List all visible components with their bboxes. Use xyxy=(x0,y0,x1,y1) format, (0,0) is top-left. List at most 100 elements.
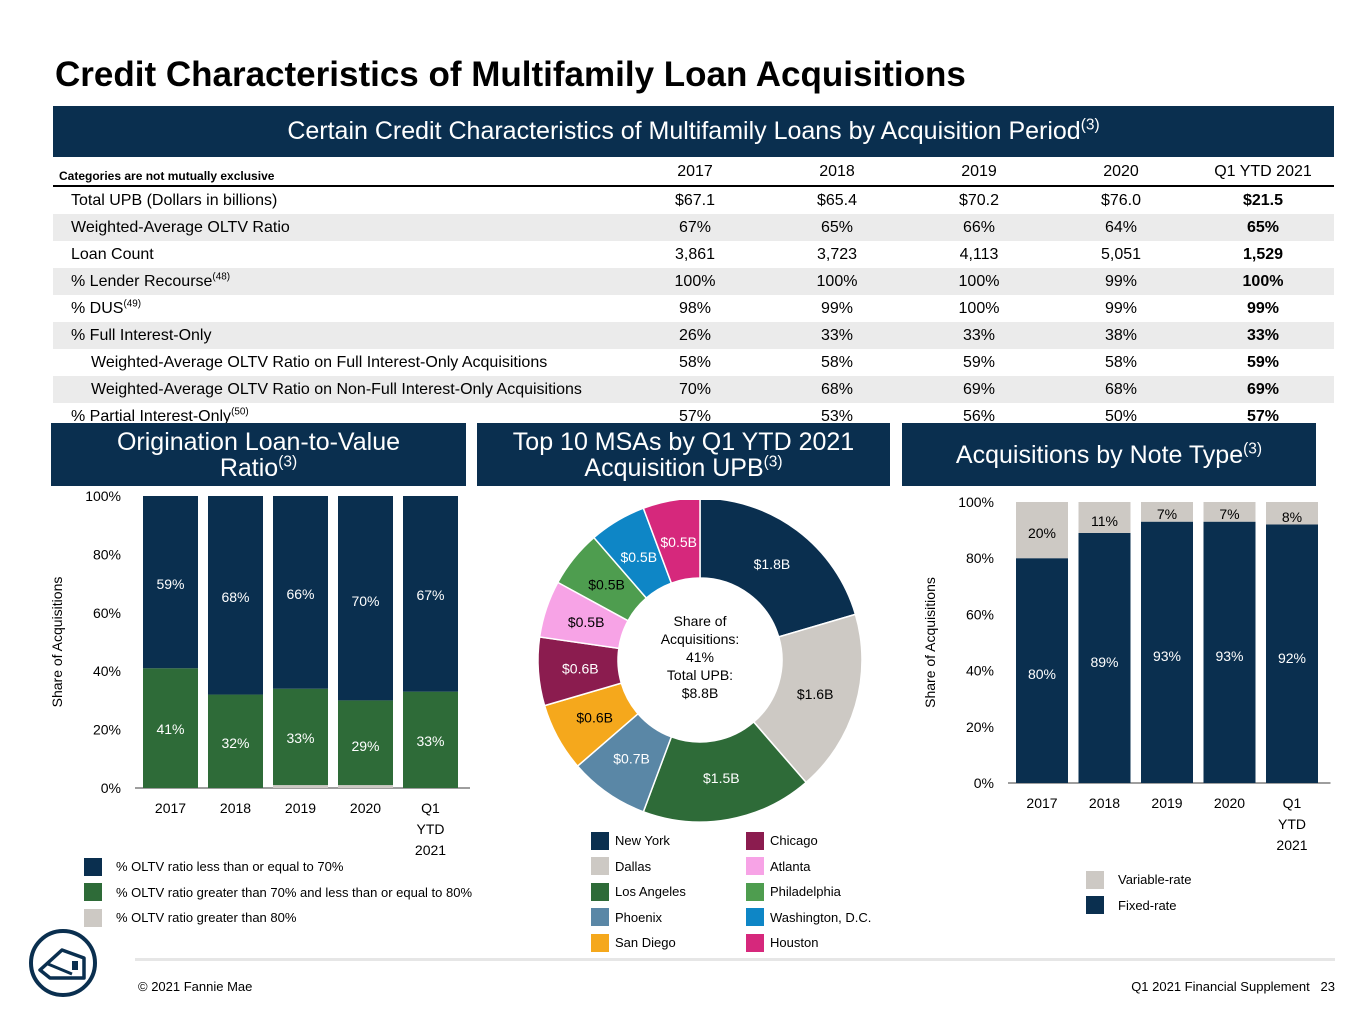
row-label-text: % Partial Interest-Only xyxy=(71,407,232,425)
table-cell: 98% xyxy=(678,299,712,317)
y-tick-label: 40% xyxy=(966,663,994,679)
legend-swatch xyxy=(591,908,609,927)
table-row: Total UPB (Dollars in billions) $67.1 $65.… xyxy=(53,186,1334,214)
msa-title-line1: Top 10 MSAs by Q1 YTD 2021 xyxy=(512,427,855,456)
bar-segment xyxy=(273,496,328,689)
legend-swatch xyxy=(746,933,764,952)
bar-segment xyxy=(1078,532,1131,783)
note-title-sup: (3) xyxy=(1243,440,1263,458)
row-label: Loan Count xyxy=(53,241,624,268)
table-cell: 59% xyxy=(1246,353,1280,371)
table-cell: 99% xyxy=(1246,299,1280,317)
legend-item: Dallas xyxy=(591,854,746,880)
data-label: 8% xyxy=(1282,509,1302,525)
legend-swatch xyxy=(591,831,609,850)
table-row: Loan Count 3,861 3,723 4,113 5,051 1,529 xyxy=(53,241,1334,268)
data-label: 92% xyxy=(1278,650,1306,666)
table-banner-sup: (3) xyxy=(1080,116,1100,134)
footer-divider xyxy=(135,958,1335,961)
table-cell: 100% xyxy=(908,268,1050,295)
table-cell: $70.2 xyxy=(958,191,1000,209)
data-label: 93% xyxy=(1153,648,1181,664)
data-label: 20% xyxy=(1028,525,1056,541)
row-label-text: Weighted-Average OLTV Ratio on Non-Full … xyxy=(91,380,582,398)
y-tick-label: 0% xyxy=(974,775,994,791)
column-header: 2018 xyxy=(766,159,908,187)
legend-label: Washington, D.C. xyxy=(770,909,872,925)
note-panel-title: Acquisitions by Note Type(3) xyxy=(902,423,1316,486)
msa-legend: New York Chicago Dallas Atlanta Los Angeles P… xyxy=(591,828,891,956)
row-label: Weighted-Average OLTV Ratio on Full Inte… xyxy=(53,349,624,376)
table-banner: Certain Credit Characteristics of Multif… xyxy=(53,106,1334,157)
x-tick-label: 2017 xyxy=(155,800,186,816)
donut-center-text: Share of xyxy=(674,613,727,629)
column-header: 2020 xyxy=(1050,159,1192,187)
table-cell: 33% xyxy=(1192,322,1334,349)
table-cell: 69% xyxy=(1192,376,1334,403)
data-label: 29% xyxy=(351,738,379,754)
msa-donut-chart: $1.8B$1.6B$1.5B$0.7B$0.6B$0.6B$0.5B$0.5B… xyxy=(537,500,863,823)
x-tick-label: Q1 xyxy=(1283,795,1302,811)
row-label-text: Loan Count xyxy=(71,245,154,263)
legend-label: Atlanta xyxy=(770,858,811,874)
bar-segment xyxy=(338,700,393,786)
table-row: Weighted-Average OLTV Ratio on Full Inte… xyxy=(53,349,1334,376)
table-cell: 100% xyxy=(1192,268,1334,295)
slice-label: $0.5B xyxy=(568,614,605,630)
bar-segment xyxy=(1016,558,1068,783)
bar-segment xyxy=(1141,521,1193,783)
slice-label: $1.5B xyxy=(703,770,740,786)
legend-label: Houston xyxy=(770,935,819,951)
bar-segment xyxy=(1203,502,1256,522)
legend-item: Chicago xyxy=(746,828,891,854)
table-cell: 65% xyxy=(766,214,908,241)
legend-label: Philadelphia xyxy=(770,884,841,900)
legend-swatch xyxy=(746,908,764,927)
legend-swatch xyxy=(746,857,764,876)
table-cell: 66% xyxy=(908,214,1050,241)
bar-segment xyxy=(1266,524,1318,783)
bar-segment xyxy=(1203,521,1256,783)
table-banner-text: Certain Credit Characteristics of Multif… xyxy=(287,117,1081,145)
legend-label: % OLTV ratio less than or equal to 70% xyxy=(116,859,344,875)
category-note: Categories are not mutually exclusive xyxy=(53,159,624,187)
table-cell: 68% xyxy=(1050,376,1192,403)
y-tick-label: 100% xyxy=(85,488,121,504)
table-cell: 99% xyxy=(820,299,854,317)
legend-item: New York xyxy=(591,828,746,854)
table-cell: 56% xyxy=(962,407,996,425)
legend-label: Los Angeles xyxy=(615,884,686,900)
legend-swatch xyxy=(1086,870,1104,889)
y-tick-label: 80% xyxy=(966,550,994,566)
donut-slice xyxy=(642,720,808,823)
legend-item: Atlanta xyxy=(746,854,891,880)
data-label: 7% xyxy=(1157,506,1177,522)
ltv-title-sup: (3) xyxy=(278,453,298,471)
table-row: % Partial Interest-Only(50) 57% 53% 56% 50% 5… xyxy=(53,403,1334,430)
table-cell: 50% xyxy=(1104,407,1138,425)
legend-item: % OLTV ratio less than or equal to 70% xyxy=(84,854,472,880)
table-cell: 59% xyxy=(962,353,996,371)
bar-segment xyxy=(208,694,263,788)
data-label: 11% xyxy=(1091,513,1118,529)
slice-label: $0.6B xyxy=(576,710,613,726)
legend-item: Fixed-rate xyxy=(1086,893,1191,919)
note-type-stacked-bar-chart: 0% 20% 40% 60% 80% 100% Share of Acquisitions 8… xyxy=(922,494,1331,853)
table-cell: $67.1 xyxy=(674,191,716,209)
donut-center-text: $8.8B xyxy=(682,685,719,701)
ltv-stacked-bar-chart: 0% 20% 40% 60% 80% 100% Share of Acquisitions 4… xyxy=(49,488,470,858)
legend-label: New York xyxy=(615,833,670,849)
data-label: 66% xyxy=(286,586,314,602)
legend-item: Philadelphia xyxy=(746,879,891,905)
table-row: Weighted-Average OLTV Ratio 67% 65% 66% 64% 6… xyxy=(53,214,1334,241)
legend-label: % OLTV ratio greater than 80% xyxy=(116,910,297,926)
row-label: % Lender Recourse(48) xyxy=(53,268,624,295)
table-cell: 5,051 xyxy=(1100,245,1142,263)
x-tick-label: 2020 xyxy=(1214,795,1245,811)
row-label-sup: (49) xyxy=(123,298,142,310)
bar-segment xyxy=(338,496,393,701)
slice-label: $0.6B xyxy=(562,661,599,677)
table-cell: 64% xyxy=(1050,214,1192,241)
legend-swatch xyxy=(84,857,102,876)
row-label: % DUS(49) xyxy=(53,295,624,322)
